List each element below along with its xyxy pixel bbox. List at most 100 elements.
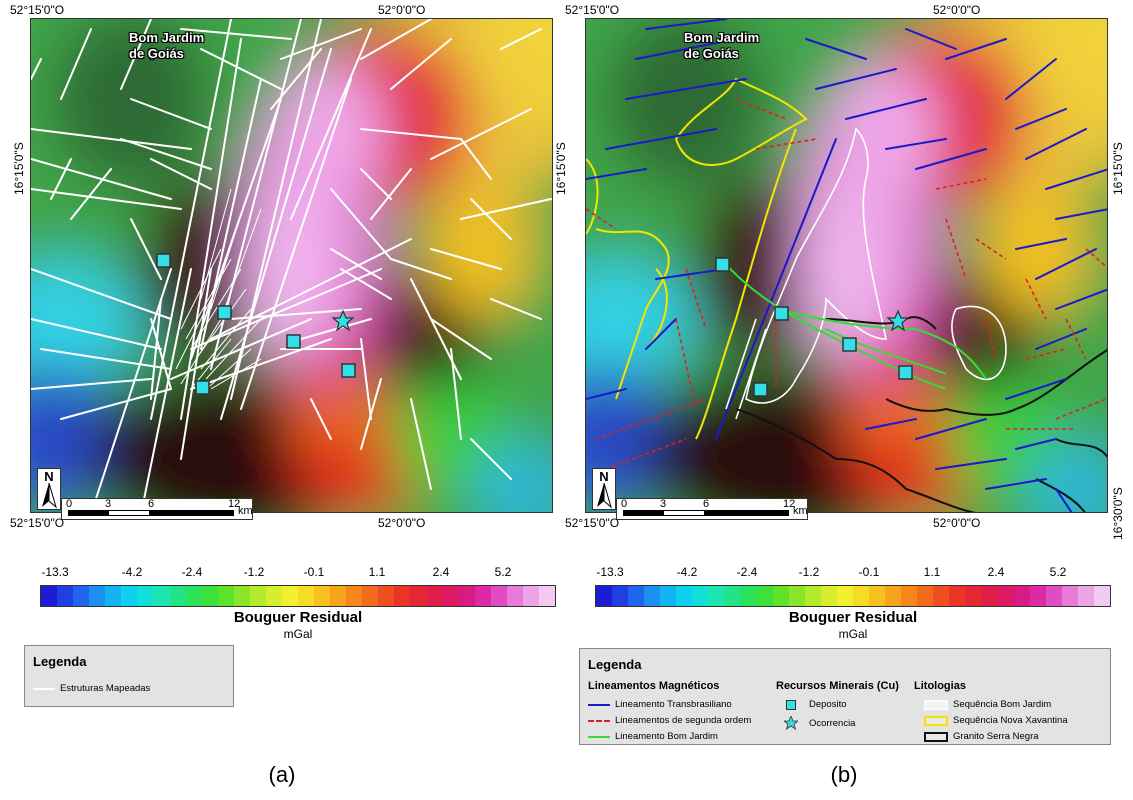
legend-item-transbrasiliano: Lineamento Transbrasiliano (588, 699, 732, 710)
scale-tick: 12 (228, 498, 241, 510)
colorbar-swatch (185, 586, 202, 606)
deposit-marker[interactable] (341, 363, 356, 378)
legend-item-seq-bom-jardim: Sequência Bom Jardim (924, 699, 1051, 710)
deposit-marker[interactable] (753, 382, 768, 397)
seq-nova-xavantina-outline (586, 77, 808, 440)
occurrence-star[interactable] (886, 309, 910, 332)
colorbar-tick: 5.2 (1049, 565, 1067, 579)
colorbar-tick: -1.2 (798, 565, 820, 579)
legend-a-item-label: Estruturas Mapeadas (60, 683, 151, 694)
colorbar-swatch (362, 586, 379, 606)
colorbar-swatch (346, 586, 363, 606)
colorbar-swatch (708, 586, 725, 606)
colorbar-tick: 5.2 (494, 565, 512, 579)
blue-line-swatch (588, 703, 610, 706)
colorbar-swatch (330, 586, 347, 606)
legend-b: Legenda Lineamentos Magnéticos Recursos … (579, 648, 1111, 745)
deposit-marker[interactable] (156, 253, 171, 268)
deposit-marker[interactable] (286, 334, 301, 349)
colorbar-swatch (538, 586, 555, 606)
scale-unit: km (793, 505, 808, 517)
colorbar-swatch (490, 586, 507, 606)
coord-bottom-mid: 52°0'0"O (933, 516, 981, 530)
north-label: N (44, 469, 54, 484)
colorbar-swatch (378, 586, 395, 606)
north-label: N (599, 469, 609, 484)
colorbar-swatch (997, 586, 1014, 606)
deposit-marker[interactable] (715, 257, 730, 272)
colorbar-swatch (981, 586, 998, 606)
colorbar-swatch (233, 586, 250, 606)
colorbar-swatch (426, 586, 443, 606)
bouguer-map-a[interactable] (30, 18, 553, 513)
deposit-marker[interactable] (217, 305, 232, 320)
coord-top-mid: 52°0'0"O (378, 3, 426, 17)
legend-a-title: Legenda (33, 654, 87, 669)
coord-right-upper: 16°15'0"S (1111, 142, 1125, 195)
legend-label: Sequência Bom Jardim (953, 699, 1052, 710)
scale-tick: 6 (148, 498, 155, 510)
colorbar-swatch (820, 586, 837, 606)
colorbar-tick: 1.1 (923, 565, 941, 579)
colorbar-swatch (89, 586, 106, 606)
scale-unit: km (238, 505, 253, 517)
colorbar-swatch (724, 586, 741, 606)
legend-b-title: Legenda (588, 657, 642, 672)
colorbar-tick: -4.2 (121, 565, 143, 579)
colorbar-swatch (628, 586, 645, 606)
colorbar (595, 585, 1111, 607)
town-line2: de Goiás (129, 46, 184, 61)
legend-item-granito: Granito Serra Negra (924, 731, 1039, 742)
deposit-marker[interactable] (898, 365, 913, 380)
coord-left-upper: 16°15'0"S (12, 142, 26, 195)
scale-tick: 6 (703, 498, 710, 510)
colorbar-swatch (901, 586, 918, 606)
legend-head-lineaments: Lineamentos Magnéticos (588, 680, 720, 692)
colorbar-tick: -4.2 (676, 565, 698, 579)
colorbar-swatch (1029, 586, 1046, 606)
legend-item-nova-xavantina: Sequência Nova Xavantina (924, 715, 1068, 726)
colorbar-swatch (660, 586, 677, 606)
deposit-marker[interactable] (842, 337, 857, 352)
coord-top-mid: 52°0'0"O (933, 3, 981, 17)
green-line-swatch (588, 735, 610, 738)
deposit-marker[interactable] (774, 306, 789, 321)
colorbar-swatch (949, 586, 966, 606)
colorbar-swatch (1061, 586, 1078, 606)
colorbar-tick: -2.4 (181, 565, 203, 579)
legend-item-deposit: Deposito (786, 699, 847, 710)
scale-tick: 12 (783, 498, 796, 510)
colorbar-tick: 2.4 (987, 565, 1005, 579)
colorbar-swatch (1077, 586, 1094, 606)
colorbar-swatch (121, 586, 138, 606)
colorbar-swatch (394, 586, 411, 606)
colorbar-swatch (57, 586, 74, 606)
anomaly-field-a (31, 19, 552, 512)
colorbar-swatch (410, 586, 427, 606)
legend-label: Ocorrencia (809, 717, 856, 729)
caption-b: (b) (830, 762, 858, 787)
legend-label: Sequência Nova Xavantina (953, 715, 1068, 726)
transbrasiliano-lines (586, 19, 1107, 512)
colorbar-swatch (804, 586, 821, 606)
colorbar-unit: mGal (838, 627, 868, 641)
deposit-marker[interactable] (195, 380, 210, 395)
mapped-structures-fine (175, 188, 262, 395)
colorbar-swatch (522, 586, 539, 606)
colorbar-swatch (105, 586, 122, 606)
north-arrow-icon (597, 483, 612, 509)
legend-label: Lineamentos de segunda ordem (615, 715, 752, 726)
colorbar-swatch (249, 586, 266, 606)
black-rect-swatch (924, 731, 948, 742)
colorbar-tick: -1.2 (243, 565, 265, 579)
coord-right-lower: 16°30'0"S (1111, 487, 1125, 540)
bouguer-map-b[interactable] (585, 18, 1108, 513)
coord-bottom-mid: 52°0'0"O (378, 516, 426, 530)
occurrence-star[interactable] (331, 309, 355, 332)
map-canvas-a (31, 19, 552, 512)
colorbar-swatch (1013, 586, 1030, 606)
coord-top-left: 52°15'0"O (10, 3, 65, 17)
legend-item-second-order: Lineamentos de segunda ordem (588, 715, 751, 726)
colorbar-swatch (506, 586, 523, 606)
legend-a: Legenda Estruturas Mapeadas (24, 645, 234, 707)
